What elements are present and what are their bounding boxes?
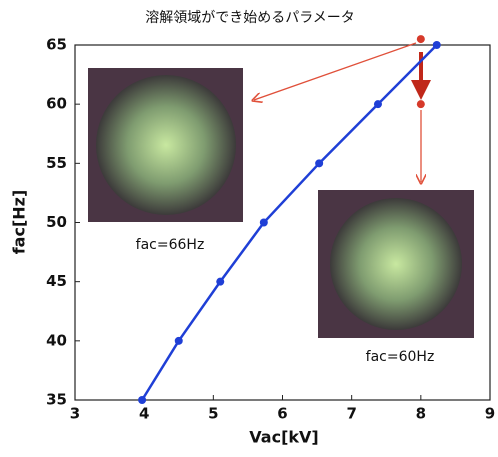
point <box>374 100 382 108</box>
x-tick-label: 8 <box>416 405 426 423</box>
point <box>433 41 441 49</box>
point <box>315 159 323 167</box>
y-tick-label: 35 <box>46 391 67 409</box>
y-axis-label: fac[Hz] <box>10 190 29 255</box>
y-tick-label: 55 <box>46 154 67 172</box>
photo-60hz <box>318 190 474 338</box>
y-tick-label: 60 <box>46 95 67 113</box>
x-tick-label: 3 <box>70 405 80 423</box>
annotation: fac=60Hz <box>366 349 435 365</box>
point <box>216 278 224 286</box>
point <box>175 337 183 345</box>
y-tick-label: 45 <box>46 272 67 290</box>
chart-title: 溶解領域ができ始めるパラメータ <box>145 9 355 26</box>
x-tick-label: 5 <box>208 405 218 423</box>
x-tick-label: 9 <box>485 405 495 423</box>
point <box>260 219 268 227</box>
highlight-point <box>417 100 425 108</box>
x-tick-label: 6 <box>277 405 287 423</box>
highlight-point <box>417 35 425 43</box>
chart: 溶解領域ができ始めるパラメータ fac=66Hz fac=60Hz Vac[kV… <box>0 0 498 457</box>
photo-66hz <box>88 68 243 222</box>
y-tick-label: 40 <box>46 331 67 349</box>
annotation: fac=66Hz <box>136 237 205 253</box>
y-tick-label: 50 <box>46 213 67 231</box>
x-axis-label: Vac[kV] <box>249 428 318 447</box>
y-tick-label: 65 <box>46 36 67 54</box>
point <box>138 396 146 404</box>
x-tick-label: 7 <box>346 405 356 423</box>
x-tick-label: 4 <box>139 405 149 423</box>
